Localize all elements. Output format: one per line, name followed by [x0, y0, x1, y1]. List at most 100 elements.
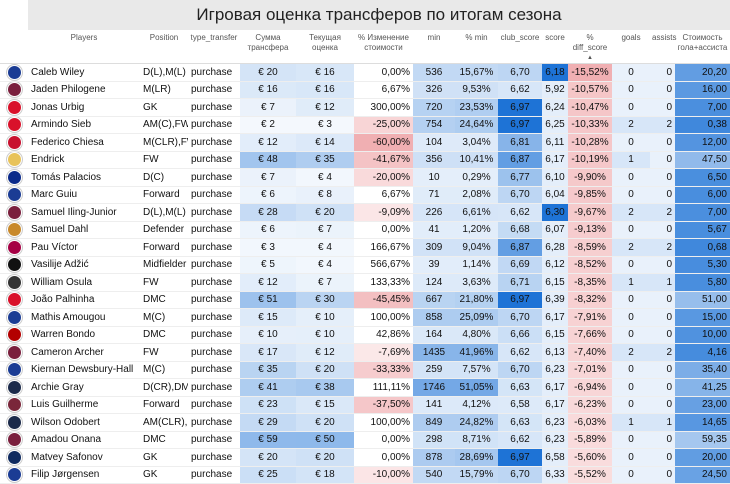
assists-cell: 0 [650, 168, 675, 187]
minutes-pct-cell: 24,82% [455, 413, 498, 432]
page-title: Игровая оценка трансферов по итогам сезо… [28, 0, 730, 30]
transfers-table: Players Position type_transfer Сумма трансф… [0, 30, 730, 484]
table-row[interactable]: Mathis Amougou M(C) purchase € 15 € 10 100,00… [0, 308, 730, 327]
club-score-cell: 6,66 [498, 326, 542, 344]
club-score-cell: 6,68 [498, 221, 542, 239]
diff-score-cell: -15,52% [568, 63, 612, 82]
column-header-current-value[interactable]: Текущая оценка [296, 30, 354, 64]
cost-per-ga-cell: 5,80 [675, 273, 730, 292]
type-transfer-cell: purchase [188, 396, 240, 414]
transfer-sum-cell: € 20 [240, 448, 296, 467]
goals-cell: 0 [612, 81, 650, 99]
table-row[interactable]: Amadou Onana DMC purchase € 59 € 50 0,00% 298 8… [0, 431, 730, 449]
transfer-sum-cell: € 51 [240, 291, 296, 309]
column-header-value-change[interactable]: % Изменение стоимости [354, 30, 413, 64]
minutes-pct-cell: 3,63% [455, 273, 498, 292]
value-change-cell: -33,33% [354, 361, 413, 379]
current-value-cell: € 12 [296, 98, 354, 117]
club-score-cell: 6,81 [498, 133, 542, 152]
score-cell: 6,17 [542, 151, 568, 169]
column-header-minutes-pct[interactable]: % min [455, 30, 498, 64]
table-row[interactable]: William Osula FW purchase € 12 € 7 133,33% 124… [0, 273, 730, 292]
table-row[interactable]: Caleb Wiley D(L),M(L) purchase € 20 € 16 0,00… [0, 63, 730, 82]
value-change-cell: 6,67% [354, 186, 413, 204]
current-value-cell: € 16 [296, 63, 354, 82]
club-score-cell: 6,70 [498, 308, 542, 327]
minutes-pct-cell: 6,61% [455, 203, 498, 222]
table-row[interactable]: João Palhinha DMC purchase € 51 € 30 -45,45% 6… [0, 291, 730, 309]
table-row[interactable]: Filip Jørgensen GK purchase € 25 € 18 -10,00%… [0, 466, 730, 484]
diff-score-cell: -10,28% [568, 133, 612, 152]
goals-cell: 0 [612, 361, 650, 379]
current-value-cell: € 10 [296, 326, 354, 344]
cost-per-ga-cell: 23,00 [675, 396, 730, 414]
column-header-player[interactable]: Players [28, 30, 140, 64]
table-row[interactable]: Pau Víctor Forward purchase € 3 € 4 166,67% 30… [0, 238, 730, 257]
current-value-cell: € 15 [296, 396, 354, 414]
column-header-position[interactable]: Position [140, 30, 188, 64]
player-cell: Matvey Safonov [28, 448, 140, 467]
goals-cell: 0 [612, 466, 650, 484]
club-score-cell: 6,70 [498, 361, 542, 379]
column-header-diff-score[interactable]: % diff_score ▲ [568, 30, 612, 64]
minutes-pct-cell: 4,12% [455, 396, 498, 414]
position-cell: AM(CLR),FW [140, 413, 188, 432]
transfer-sum-cell: € 12 [240, 273, 296, 292]
player-cell: Marc Guiu [28, 186, 140, 204]
column-header-club-score[interactable]: club_score [498, 30, 542, 64]
column-header-transfer-sum[interactable]: Сумма трансфера [240, 30, 296, 64]
table-row[interactable]: Cameron Archer FW purchase € 17 € 12 -7,69% 14… [0, 343, 730, 362]
type-transfer-cell: purchase [188, 343, 240, 362]
column-header-minutes[interactable]: min [413, 30, 455, 64]
table-row[interactable]: Matvey Safonov GK purchase € 20 € 20 0,00% 878… [0, 448, 730, 467]
column-header-cost-per-ga[interactable]: Стоимость гола+ассиста [675, 30, 730, 64]
value-change-cell: -60,00% [354, 133, 413, 152]
diff-score-cell: -10,57% [568, 81, 612, 99]
table-row[interactable]: Vasilije Adžić Midfielder purchase € 5 € 4 56… [0, 256, 730, 274]
column-header-goals[interactable]: goals [612, 30, 650, 64]
table-row[interactable]: Endrick FW purchase € 48 € 35 -41,67% 356 10,41… [0, 151, 730, 169]
aston-villa-crest-icon [6, 82, 22, 98]
column-header-assists[interactable]: assists [650, 30, 676, 64]
cost-per-ga-cell: 20,20 [675, 63, 730, 82]
cost-per-ga-cell: 0,68 [675, 238, 730, 257]
table-row[interactable]: Armindo Sieb AM(C),FW purchase € 2 € 3 -25,00… [0, 116, 730, 134]
table-row[interactable]: Marc Guiu Forward purchase € 6 € 8 6,67% 71 2,0… [0, 186, 730, 204]
player-cell: Vasilije Adžić [28, 256, 140, 274]
assists-cell: 0 [650, 291, 675, 309]
column-header-type-transfer[interactable]: type_transfer [188, 30, 240, 64]
value-change-cell: -45,45% [354, 291, 413, 309]
score-cell: 6,28 [542, 238, 568, 257]
assists-cell: 0 [650, 396, 675, 414]
table-row[interactable]: Tomás Palacios D(C) purchase € 7 € 4 -20,00% 1… [0, 168, 730, 187]
liverpool-crest-icon [6, 134, 22, 150]
player-cell: Endrick [28, 151, 140, 169]
table-row[interactable]: Jonas Urbig GK purchase € 7 € 12 300,00% 720 23… [0, 98, 730, 117]
west-ham-crest-icon [6, 397, 22, 413]
position-cell: AM(C),FW [140, 116, 188, 134]
cost-per-ga-cell: 7,00 [675, 98, 730, 117]
type-transfer-cell: purchase [188, 308, 240, 327]
table-row[interactable]: Luis Guilherme Forward purchase € 23 € 15 -37… [0, 396, 730, 414]
assists-cell: 0 [650, 361, 675, 379]
minutes-pct-cell: 4,80% [455, 326, 498, 344]
table-row[interactable]: Kiernan Dewsbury-Hall M(C) purchase € 35 € 2… [0, 361, 730, 379]
diff-score-cell: -8,35% [568, 273, 612, 292]
diff-score-cell: -8,59% [568, 238, 612, 257]
value-change-cell: -9,09% [354, 203, 413, 222]
column-header-score[interactable]: score [542, 30, 568, 64]
goals-cell: 0 [612, 308, 650, 327]
table-row[interactable]: Samuel Dahl Defender purchase € 6 € 7 0,00% 41… [0, 221, 730, 239]
club-crest-cell [0, 186, 28, 204]
table-row[interactable]: Samuel Iling-Junior D(L),M(L) purchase € 28… [0, 203, 730, 222]
table-row[interactable]: Jaden Philogene M(LR) purchase € 16 € 16 6,67… [0, 81, 730, 99]
table-row[interactable]: Warren Bondo DMC purchase € 10 € 10 42,86% 164… [0, 326, 730, 344]
score-cell: 6,04 [542, 186, 568, 204]
minutes-cell: 39 [413, 256, 455, 274]
club-crest-cell [0, 116, 28, 134]
header-row: Players Position type_transfer Сумма трансф… [0, 30, 730, 64]
goals-cell: 0 [612, 186, 650, 204]
